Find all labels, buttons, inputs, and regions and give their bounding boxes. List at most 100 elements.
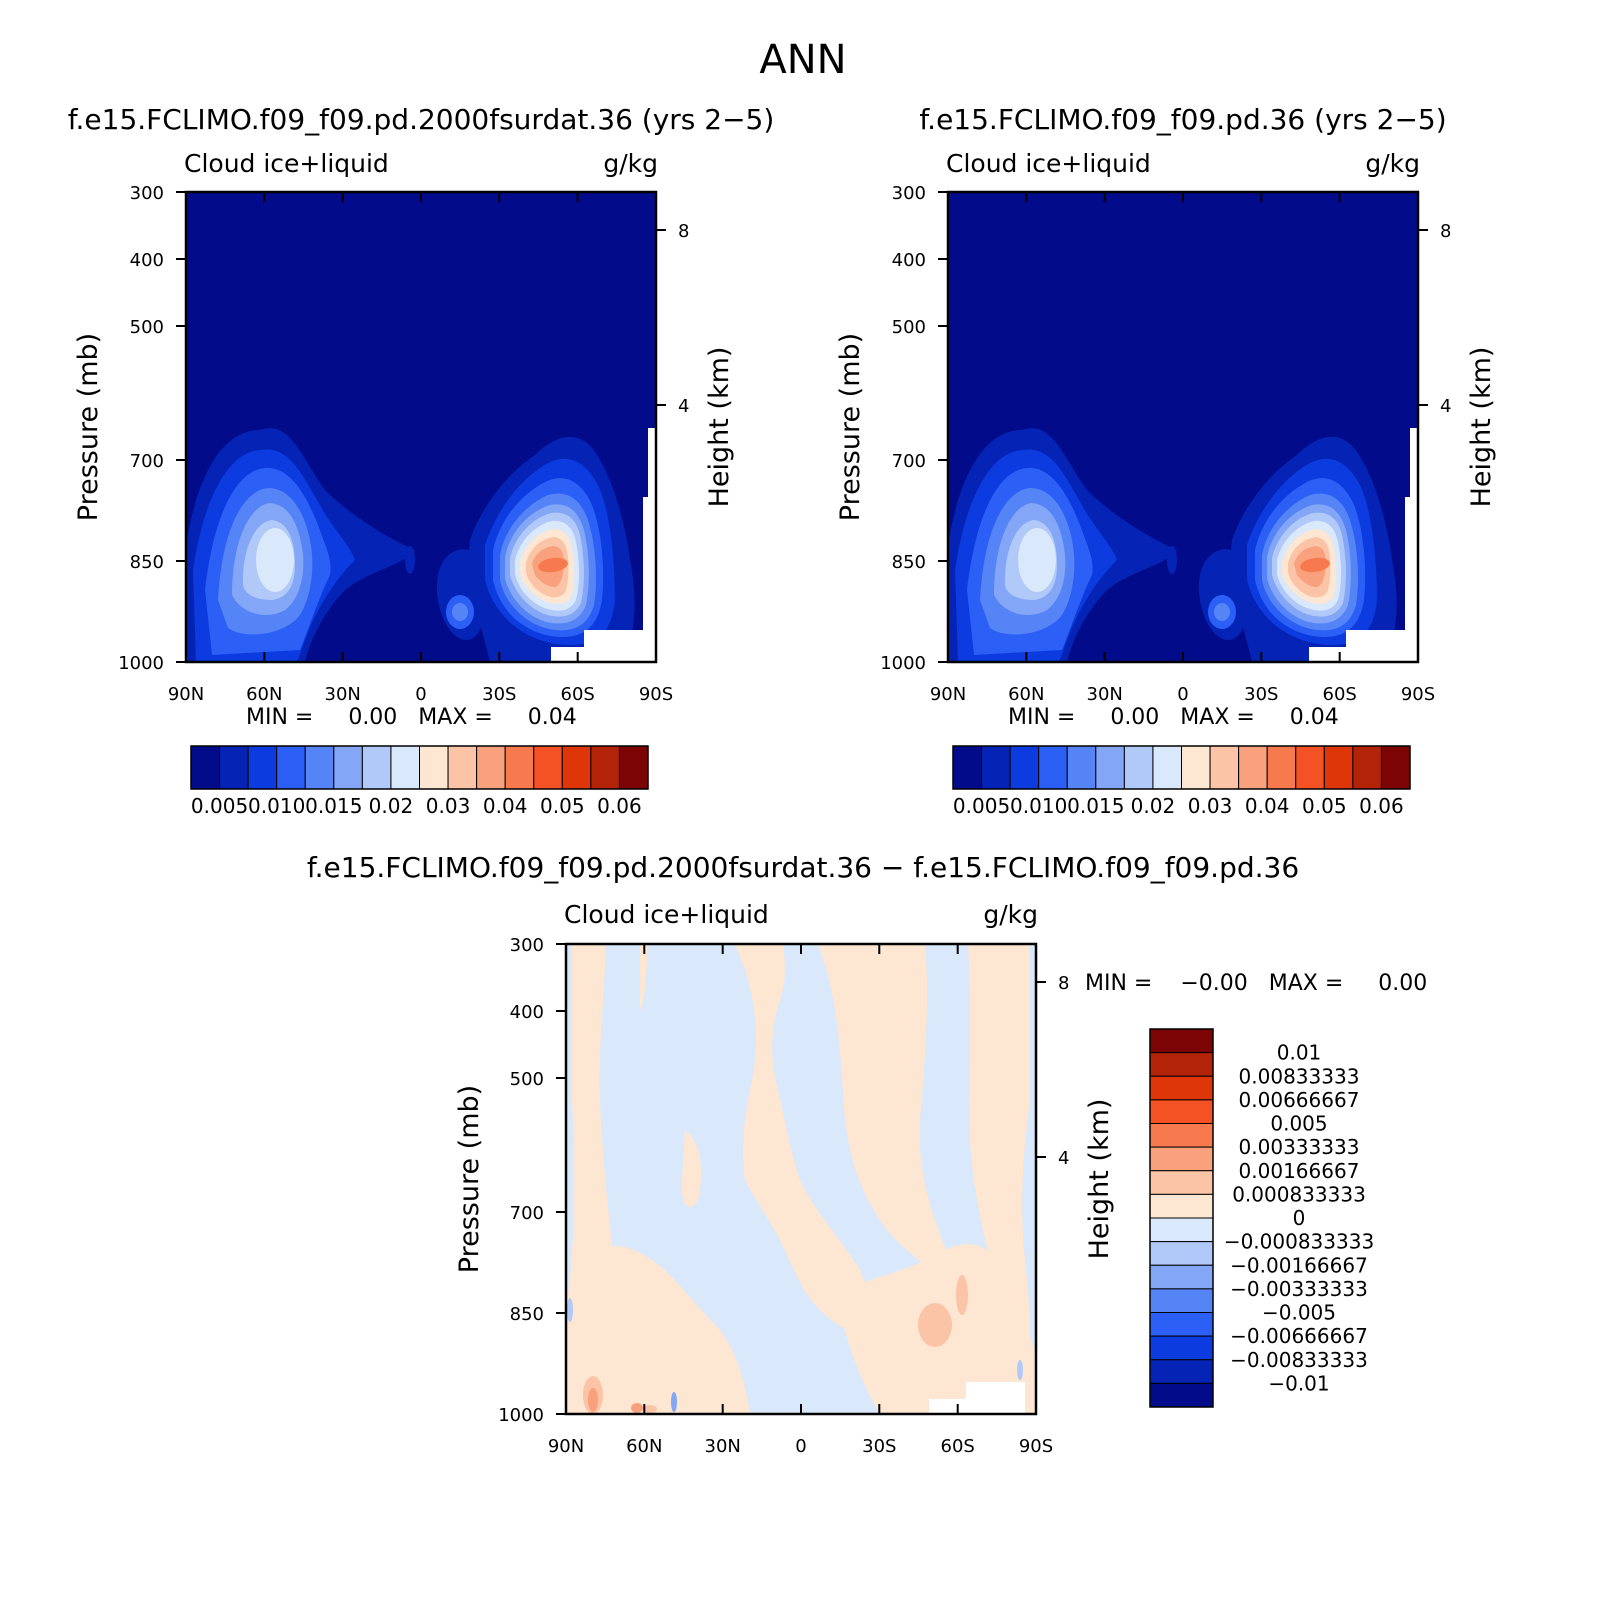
colorbar-swatch bbox=[476, 745, 506, 790]
x-tick-label: 90S bbox=[639, 684, 673, 705]
panel-1-title: f.e15.FCLIMO.f09_f09.pd.2000fsurdat.36 (… bbox=[68, 103, 775, 136]
x-tick-label: 30S bbox=[1244, 684, 1278, 705]
x-tick-label: 0 bbox=[415, 684, 426, 705]
y-tick-label: 500 bbox=[892, 317, 926, 338]
figure-title: ANN bbox=[759, 37, 846, 83]
colorbar-swatch bbox=[1149, 1241, 1214, 1266]
colorbar-swatch bbox=[504, 745, 535, 790]
colorbar-swatch bbox=[1149, 1052, 1214, 1077]
colorbar-swatch bbox=[952, 745, 983, 790]
colorbar-label: −0.000833333 bbox=[1224, 1230, 1374, 1254]
x-tick-label: 60N bbox=[1008, 684, 1044, 705]
colorbar-label: 0.00166667 bbox=[1239, 1159, 1360, 1183]
colorbar-swatch bbox=[390, 745, 420, 790]
colorbar-label: 0.00666667 bbox=[1239, 1088, 1360, 1112]
panel-2-left-label: Cloud ice+liquid bbox=[946, 149, 1151, 178]
panel-1-x-tick-labels: 90N 60N 30N 0 30S 60S 90S bbox=[168, 684, 673, 705]
panel-2-field bbox=[948, 192, 1418, 662]
positive-region bbox=[566, 944, 670, 1414]
x-tick-label: 30N bbox=[325, 684, 361, 705]
colorbar-label: 0.005 bbox=[953, 794, 1010, 818]
colorbar-swatches bbox=[952, 745, 1411, 790]
colorbar-frame bbox=[1149, 1028, 1214, 1408]
contour-tropics-4 bbox=[405, 546, 415, 574]
panel-1-lobe-60n bbox=[186, 428, 415, 662]
colorbar-swatch bbox=[981, 745, 1011, 790]
colorbar-label: 0.05 bbox=[540, 794, 585, 818]
panel-3-field bbox=[566, 944, 1036, 1414]
colorbar-label: 0.010 bbox=[1010, 794, 1067, 818]
colorbar-swatch bbox=[1149, 1146, 1214, 1172]
colorbar-label: 0.06 bbox=[597, 794, 642, 818]
colorbar-swatch bbox=[1149, 1075, 1214, 1101]
panel-2-right-label: g/kg bbox=[1365, 149, 1420, 178]
colorbar-swatch bbox=[1149, 1264, 1214, 1290]
colorbar-label: −0.01 bbox=[1268, 1371, 1329, 1395]
colorbar-swatch bbox=[533, 745, 563, 790]
contour-tropics-4 bbox=[1167, 546, 1177, 574]
y-tick-label: 700 bbox=[892, 451, 926, 472]
colorbar-swatch bbox=[1149, 1335, 1214, 1361]
panel-1-y2-axis-title: Height (km) bbox=[704, 347, 735, 508]
panel-3-x-tick-labels: 90N 60N 30N 0 30S 60S 90S bbox=[548, 1436, 1053, 1457]
colorbar-swatch bbox=[1149, 1028, 1214, 1054]
colorbar-swatch bbox=[1323, 745, 1354, 790]
y-tick-label: 1000 bbox=[118, 653, 164, 674]
panel-2-y2-tick-labels: 8 4 bbox=[1440, 221, 1451, 417]
colorbar-swatch bbox=[1266, 745, 1297, 790]
negative-peak bbox=[1017, 1360, 1023, 1380]
y-tick-label: 400 bbox=[510, 1002, 544, 1023]
colorbar-swatch bbox=[1149, 1382, 1214, 1408]
y2-tick-label: 4 bbox=[1440, 396, 1451, 417]
x-tick-label: 60S bbox=[1323, 684, 1357, 705]
colorbar-label: 0.015 bbox=[305, 794, 362, 818]
x-tick-label: 90S bbox=[1019, 1436, 1053, 1457]
panel-3-y-tick-labels: 300 400 500 700 850 1000 bbox=[498, 935, 544, 1426]
x-tick-label: 60N bbox=[626, 1436, 662, 1457]
y-tick-label: 1000 bbox=[880, 653, 926, 674]
panel-3-right-label: g/kg bbox=[983, 900, 1038, 929]
panel-3-ticks bbox=[556, 943, 1046, 1415]
colorbar-swatches bbox=[190, 745, 649, 790]
panel-3-y2-tick-labels: 8 4 bbox=[1058, 973, 1069, 1169]
colorbar-swatch bbox=[1380, 745, 1411, 790]
x-tick-label: 0 bbox=[1177, 684, 1188, 705]
y-tick-label: 300 bbox=[130, 183, 164, 204]
panel-1-ticks bbox=[176, 191, 666, 663]
panel-1-minmax: MIN = 0.00 MAX = 0.04 bbox=[246, 705, 577, 730]
colorbar-swatch bbox=[1149, 1170, 1214, 1195]
y-tick-label: 1000 bbox=[498, 1405, 544, 1426]
y-tick-label: 700 bbox=[130, 451, 164, 472]
colorbar-label: −0.00666667 bbox=[1230, 1324, 1368, 1348]
positive-peak bbox=[643, 1405, 657, 1413]
positive-region bbox=[599, 1246, 750, 1414]
colorbar-swatch bbox=[1149, 1123, 1214, 1148]
panel-1-colorbar: 0.005 0.010 0.015 0.02 0.03 0.04 0.05 0.06 bbox=[190, 745, 649, 818]
x-tick-label: 0 bbox=[795, 1436, 806, 1457]
colorbar-swatch bbox=[1181, 745, 1211, 790]
positive-peak bbox=[956, 1275, 968, 1315]
panel-2-y-axis-title: Pressure (mb) bbox=[835, 333, 866, 521]
panel-1-y-axis-title: Pressure (mb) bbox=[73, 333, 104, 521]
colorbar-label: 0.00833333 bbox=[1239, 1064, 1360, 1088]
panel-3: f.e15.FCLIMO.f09_f09.pd.2000fsurdat.36 −… bbox=[307, 851, 1427, 1457]
x-tick-label: 30N bbox=[705, 1436, 741, 1457]
y-tick-label: 400 bbox=[130, 250, 164, 271]
panel-1-y2-tick-labels: 8 4 bbox=[678, 221, 689, 417]
colorbar-label: −0.005 bbox=[1262, 1301, 1336, 1325]
colorbar-label: 0.01 bbox=[1277, 1041, 1322, 1065]
colorbar-swatch bbox=[1066, 745, 1097, 790]
panel-2-y2-axis-title: Height (km) bbox=[1466, 347, 1497, 508]
panel-3-positive-regions bbox=[566, 944, 1036, 1414]
y-tick-label: 500 bbox=[130, 317, 164, 338]
panel-3-left-label: Cloud ice+liquid bbox=[564, 900, 769, 929]
positive-region bbox=[735, 944, 890, 1337]
x-tick-label: 60N bbox=[246, 684, 282, 705]
colorbar-label: 0.02 bbox=[1131, 794, 1176, 818]
positive-region bbox=[818, 944, 960, 1285]
colorbar-swatch bbox=[190, 745, 221, 790]
colorbar-label: 0.04 bbox=[483, 794, 528, 818]
colorbar-swatch bbox=[1149, 1193, 1214, 1219]
y-tick-label: 850 bbox=[510, 1304, 544, 1325]
